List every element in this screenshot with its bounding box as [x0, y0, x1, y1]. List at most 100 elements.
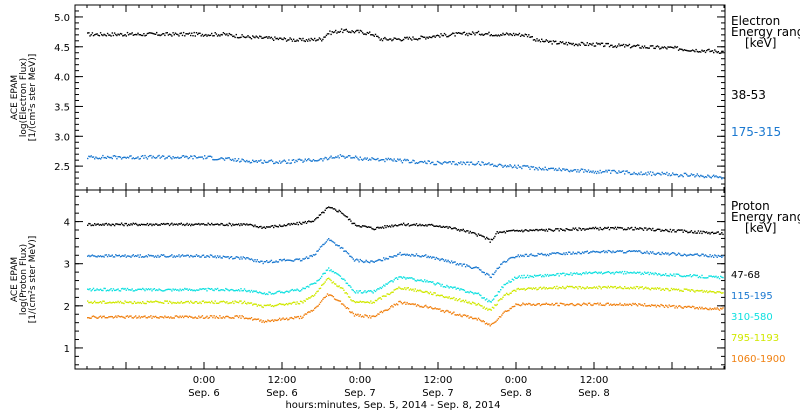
data-point — [533, 255, 536, 257]
data-point — [576, 286, 578, 288]
data-point — [321, 300, 323, 302]
data-point — [211, 32, 213, 35]
data-point — [357, 225, 359, 227]
data-point — [268, 291, 270, 293]
data-point — [192, 35, 194, 37]
data-point — [696, 307, 698, 309]
data-point — [149, 288, 151, 291]
data-point — [683, 253, 686, 255]
data-point — [133, 34, 136, 36]
data-point — [395, 160, 398, 162]
data-point — [555, 252, 557, 255]
data-point — [222, 32, 225, 34]
data-point — [218, 289, 220, 292]
data-point — [256, 161, 258, 163]
data-point — [599, 251, 601, 254]
data-point — [586, 171, 588, 173]
data-point — [102, 154, 104, 157]
data-point — [414, 162, 416, 165]
data-point — [478, 304, 481, 306]
data-point — [722, 276, 724, 279]
data-point — [276, 161, 278, 164]
data-point — [216, 158, 219, 161]
data-point — [269, 37, 271, 39]
data-point — [201, 288, 204, 290]
data-point — [681, 254, 683, 257]
data-point — [581, 41, 584, 44]
data-point — [388, 281, 391, 283]
data-point — [330, 269, 332, 271]
data-point — [446, 260, 448, 263]
data-point — [103, 157, 105, 159]
data-point — [143, 223, 145, 226]
data-point — [510, 281, 512, 283]
data-point — [663, 306, 666, 308]
data-point — [524, 229, 526, 231]
data-point — [553, 286, 556, 288]
data-point — [244, 258, 247, 260]
data-point — [395, 38, 398, 40]
data-point — [352, 31, 354, 33]
data-point — [592, 170, 594, 172]
data-point — [495, 304, 497, 307]
data-point — [407, 223, 409, 225]
data-point — [617, 172, 619, 174]
data-point — [333, 242, 336, 244]
data-point — [206, 35, 208, 37]
data-point — [507, 293, 509, 296]
data-point — [722, 307, 724, 309]
data-point — [433, 283, 435, 285]
data-point — [358, 301, 360, 303]
data-point — [508, 258, 510, 260]
data-point — [414, 224, 416, 226]
data-point — [274, 304, 276, 307]
data-point — [708, 291, 710, 293]
data-point — [237, 289, 240, 291]
data-point — [346, 156, 349, 158]
data-point — [631, 226, 633, 229]
data-point — [649, 228, 652, 230]
data-point — [87, 157, 89, 160]
data-point — [612, 227, 614, 229]
data-point — [323, 243, 325, 246]
data-point — [720, 291, 722, 294]
data-point — [126, 315, 129, 317]
data-point — [645, 252, 647, 254]
data-point — [400, 40, 402, 42]
data-point — [88, 301, 90, 304]
data-point — [633, 286, 635, 288]
data-point — [624, 303, 626, 305]
data-point — [503, 311, 505, 313]
data-point — [358, 261, 360, 263]
data-point — [650, 174, 653, 177]
data-point — [209, 155, 212, 157]
data-point — [552, 40, 555, 42]
data-point — [367, 301, 370, 304]
data-point — [434, 284, 436, 286]
data-point — [476, 292, 478, 295]
data-point — [366, 31, 368, 34]
data-point — [270, 159, 273, 161]
data-point — [201, 33, 204, 36]
data-point — [374, 315, 377, 318]
data-point — [147, 254, 150, 256]
data-point — [249, 302, 251, 304]
data-point — [361, 32, 364, 34]
plot-frame — [74, 4, 726, 370]
data-point — [302, 37, 304, 40]
data-point — [509, 307, 511, 310]
data-point — [167, 223, 170, 225]
data-point — [483, 236, 485, 238]
data-point — [549, 304, 551, 306]
data-point — [585, 287, 587, 289]
data-point — [620, 250, 622, 253]
data-point — [424, 279, 426, 281]
data-point — [383, 295, 385, 297]
data-point — [667, 230, 669, 232]
data-point — [688, 289, 690, 291]
data-point — [374, 158, 377, 161]
data-point — [391, 291, 393, 293]
data-point — [662, 305, 664, 307]
data-point — [698, 51, 701, 53]
data-point — [94, 158, 96, 160]
